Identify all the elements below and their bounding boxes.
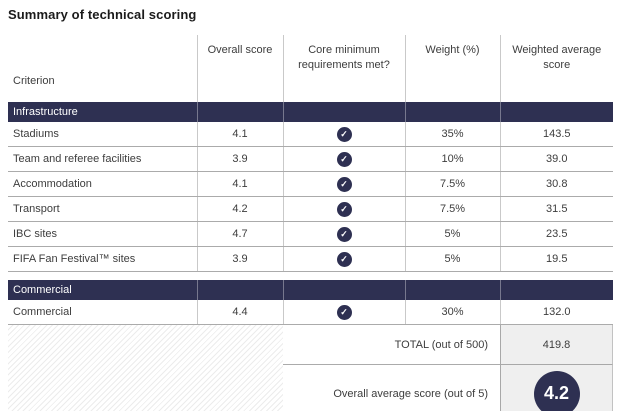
overall-score-cell: 3.9 [196,246,283,272]
section-label: Commercial [8,280,197,300]
column-header-core-minimum: Core minimum requirements met? [282,35,405,102]
criterion-cell: Transport [8,196,197,222]
overall-average-label: Overall average score (out of 5) [283,365,500,411]
total-value: 419.8 [500,325,613,365]
overall-score-badge: 4.2 [533,370,580,411]
check-icon: ✓ [336,304,352,320]
core-met-cell: ✓ [282,300,405,325]
criterion-cell: Stadiums [8,122,197,147]
weighted-average-cell: 23.5 [499,221,613,247]
section-label: Infrastructure [8,102,197,122]
criterion-cell: FIFA Fan Festival™ sites [8,246,197,272]
core-met-cell: ✓ [282,246,405,272]
hatched-empty-area [8,325,283,411]
weighted-average-cell: 132.0 [499,300,613,325]
check-icon: ✓ [336,126,352,142]
section-header-infrastructure: Infrastructure [8,102,613,122]
weighted-average-cell: 39.0 [499,146,613,172]
commercial-table: Commercial Commercial 4.4 ✓ 30% 132.0 [8,280,613,325]
criterion-cell: Commercial [8,300,197,325]
column-header-overall-score: Overall score [196,35,283,102]
check-icon: ✓ [336,226,352,242]
section-spacer [8,272,613,280]
column-header-weighted-average: Weighted average score [499,35,613,102]
criterion-cell: Team and referee facilities [8,146,197,172]
criterion-cell: Accommodation [8,171,197,197]
core-met-cell: ✓ [282,122,405,147]
weight-cell: 5% [404,246,500,272]
table-header-row: Criterion Overall score Core minimum req… [8,35,613,102]
section-header-commercial: Commercial [8,280,613,300]
overall-score-cell: 3.9 [196,146,283,172]
check-icon: ✓ [336,176,352,192]
weight-cell: 35% [404,122,500,147]
check-icon: ✓ [336,251,352,267]
table-row: IBC sites 4.7 ✓ 5% 23.5 [8,221,613,247]
check-icon: ✓ [336,201,352,217]
core-met-cell: ✓ [282,221,405,247]
weight-cell: 10% [404,146,500,172]
total-label: TOTAL (out of 500) [283,325,500,365]
weight-cell: 30% [404,300,500,325]
weight-cell: 5% [404,221,500,247]
column-header-weight: Weight (%) [404,35,500,102]
overall-score-cell: 4.1 [196,171,283,197]
page-title: Summary of technical scoring [8,7,197,22]
overall-average-cell: 4.2 [500,365,613,411]
table-row: FIFA Fan Festival™ sites 3.9 ✓ 5% 19.5 [8,246,613,272]
weight-cell: 7.5% [404,171,500,197]
check-icon: ✓ [336,151,352,167]
weighted-average-cell: 143.5 [499,122,613,147]
overall-score-cell: 4.1 [196,122,283,147]
criterion-cell: IBC sites [8,221,197,247]
core-met-cell: ✓ [282,146,405,172]
overall-score-cell: 4.2 [196,196,283,222]
weighted-average-cell: 30.8 [499,171,613,197]
table-row: Stadiums 4.1 ✓ 35% 143.5 [8,122,613,147]
table-row: Transport 4.2 ✓ 7.5% 31.5 [8,196,613,222]
weight-cell: 7.5% [404,196,500,222]
table-row: Accommodation 4.1 ✓ 7.5% 30.8 [8,171,613,197]
core-met-cell: ✓ [282,196,405,222]
weighted-average-cell: 31.5 [499,196,613,222]
weighted-average-cell: 19.5 [499,246,613,272]
overall-score-cell: 4.7 [196,221,283,247]
column-header-criterion: Criterion [13,75,55,88]
table-row: Team and referee facilities 3.9 ✓ 10% 39… [8,146,613,172]
technical-scoring-table: Criterion Overall score Core minimum req… [8,35,613,272]
overall-score-cell: 4.4 [196,300,283,325]
core-met-cell: ✓ [282,171,405,197]
table-row: Commercial 4.4 ✓ 30% 132.0 [8,300,613,325]
summary-section: TOTAL (out of 500) 419.8 Overall average… [8,325,613,411]
